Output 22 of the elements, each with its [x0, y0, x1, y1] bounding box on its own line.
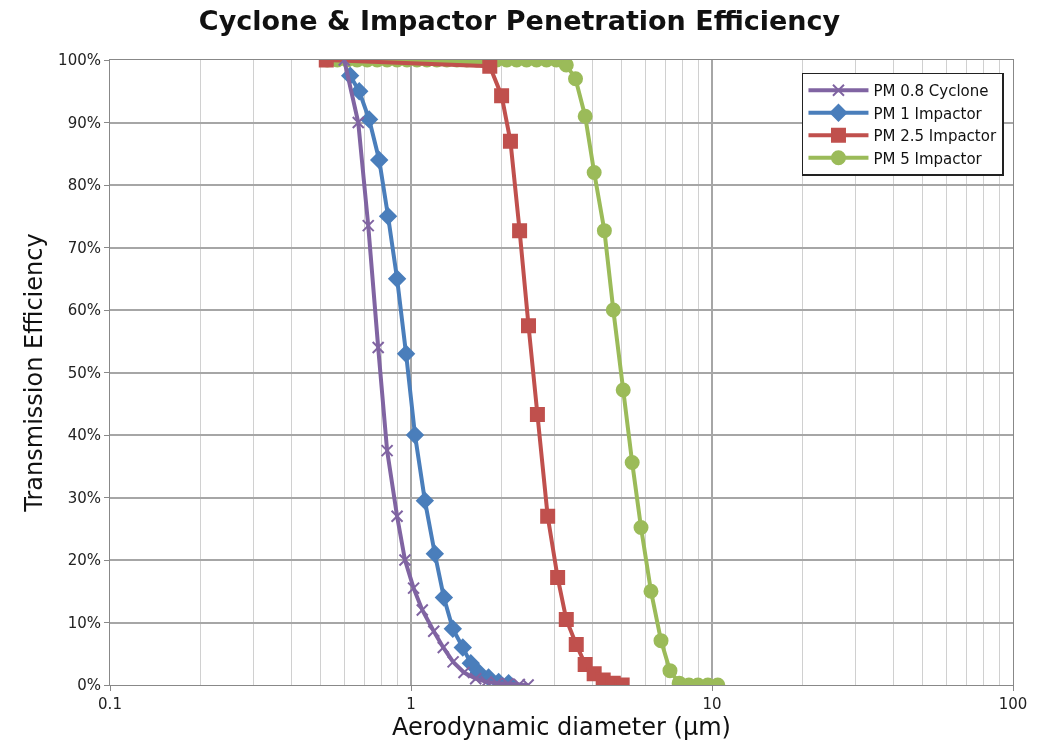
- y-tick-label: 20%: [67, 551, 101, 570]
- y-tick-label: 10%: [67, 613, 101, 632]
- legend-label: PM 0.8 Cyclone: [873, 82, 989, 101]
- y-tick-label: 40%: [67, 426, 101, 445]
- y-tick-label: 60%: [67, 301, 101, 320]
- y-tick-label: 80%: [67, 176, 101, 195]
- x-axis-title: Aerodynamic diameter (µm): [392, 713, 731, 742]
- y-tick-label: 90%: [67, 113, 101, 132]
- y-tick-label: 0%: [77, 676, 101, 695]
- x-tick-label: 1: [406, 695, 416, 713]
- y-tick-label: 30%: [67, 488, 101, 507]
- legend-label: PM 5 Impactor: [873, 149, 983, 168]
- x-tick-label: 10: [702, 695, 722, 713]
- x-tick-label: 0.1: [98, 695, 122, 713]
- y-tick-label: 100%: [58, 51, 101, 70]
- x-tick-label: 100: [998, 695, 1028, 713]
- chart-title: Cyclone & Impactor Penetration Efficiency: [198, 5, 841, 37]
- y-tick-label: 50%: [67, 363, 101, 382]
- legend-label: PM 1 Impactor: [873, 104, 983, 123]
- y-tick-label: 70%: [67, 238, 101, 257]
- legend-label: PM 2.5 Impactor: [873, 127, 997, 146]
- y-axis-title: Transmission Efficiency: [20, 233, 49, 513]
